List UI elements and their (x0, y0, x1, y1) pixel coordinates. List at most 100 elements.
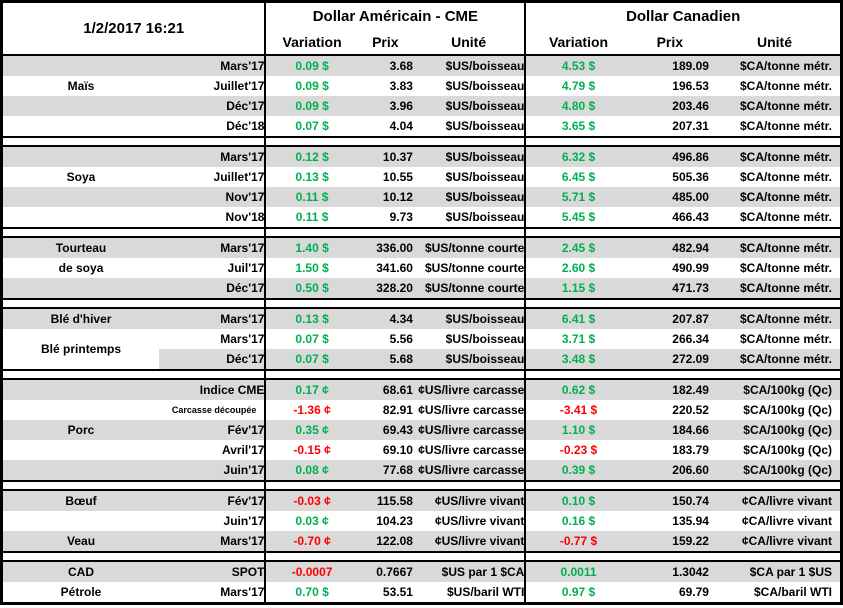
ca-price-cell: 150.74 (630, 490, 709, 511)
ca-price-cell: 206.60 (630, 460, 709, 481)
ca-price-cell: 485.00 (630, 187, 709, 207)
section-separator (1, 480, 842, 491)
quote-row: Juin'17 0.08 ¢ 77.68 ¢US/livre carcasse 0.39… (1, 460, 842, 481)
commodity-label-cell (1, 207, 160, 228)
quote-row: Maïs Juillet'17 0.09 $3.83 $US/boisseau 4.79… (1, 76, 842, 96)
us-price-cell: 69.10 (357, 440, 413, 460)
us-price-cell: 77.68 (357, 460, 413, 481)
ca-unit-cell: $CA/tonne métr. (708, 116, 842, 137)
commodity-label-cell (1, 400, 160, 420)
ca-variation-column-header: Variation (524, 29, 631, 56)
ca-unit-cell: $CA/100kg (Qc) (708, 460, 842, 481)
us-variation-cell: 0.09 $ (264, 96, 358, 116)
us-variation-cell: 0.08 ¢ (264, 460, 358, 481)
ca-unit-cell: $CA/tonne métr. (708, 329, 842, 349)
us-price-cell: 53.51 (357, 582, 413, 604)
contract-month-cell: Mars'17 (159, 146, 266, 167)
ca-price-cell: 482.94 (630, 237, 709, 258)
ca-price-cell: 220.52 (630, 400, 709, 420)
quote-row: Indice CME 0.17 ¢ 68.61 ¢US/livre carcasse 0… (1, 379, 842, 400)
quote-row: Blé d'hiver Mars'17 0.13 $4.34 $US/boisseau… (1, 308, 842, 329)
us-variation-cell: 0.35 ¢ (264, 420, 358, 440)
us-price-cell: 341.60 (357, 258, 413, 278)
separator-cell (524, 480, 842, 491)
us-unit-cell: $US/tonne courte (412, 258, 526, 278)
ca-price-cell: 196.53 (630, 76, 709, 96)
ca-price-cell: 69.79 (630, 582, 709, 604)
ca-unit-cell: $CA/tonne métr. (708, 349, 842, 370)
us-variation-cell: -0.0007 (264, 561, 358, 582)
commodity-label-cell (1, 116, 160, 137)
ca-unit-cell: ¢CA/livre vivant (708, 531, 842, 552)
quote-row: CAD SPOT -0.0007 0.7667 $US par 1 $CA 0.0011 1… (1, 561, 842, 582)
ca-unit-cell: $CA/100kg (Qc) (708, 440, 842, 460)
commodity-label-cell (1, 278, 160, 299)
ca-unit-cell: $CA/tonne métr. (708, 76, 842, 96)
us-unit-cell: ¢US/livre vivant (412, 531, 526, 552)
us-variation-cell: 0.09 $ (264, 55, 358, 76)
us-unit-cell: ¢US/livre vivant (412, 490, 526, 511)
commodity-label-cell (1, 460, 160, 481)
ca-variation-cell: 3.48 $ (524, 349, 631, 370)
ca-unit-cell: $CA/tonne métr. (708, 55, 842, 76)
contract-month-cell: Mars'17 (159, 582, 266, 604)
ca-price-cell: 207.87 (630, 308, 709, 329)
quote-row: Mars'17 0.09 $3.68 $US/boisseau 4.53 $189.0… (1, 55, 842, 76)
us-variation-cell: 0.07 $ (264, 116, 358, 137)
ca-price-cell: 135.94 (630, 511, 709, 531)
us-variation-cell: 1.50 $ (264, 258, 358, 278)
ca-unit-cell: $CA/tonne métr. (708, 308, 842, 329)
us-variation-cell: 0.09 $ (264, 76, 358, 96)
us-variation-cell: 0.11 $ (264, 207, 358, 228)
separator-cell (264, 298, 526, 309)
us-price-cell: 4.34 (357, 308, 413, 329)
commodity-label-cell (1, 146, 160, 167)
section-separator (1, 369, 842, 380)
contract-month-cell: Déc'17 (159, 349, 266, 370)
ca-unit-cell: $CA/tonne métr. (708, 146, 842, 167)
ca-price-cell: 207.31 (630, 116, 709, 137)
ca-unit-cell: $CA/tonne métr. (708, 278, 842, 299)
contract-month-cell: Juin'17 (159, 511, 266, 531)
ca-unit-cell: $CA/tonne métr. (708, 237, 842, 258)
separator-cell (1, 551, 266, 562)
contract-month-cell: Avril'17 (159, 440, 266, 460)
commodity-label-cell (1, 511, 160, 531)
ca-variation-cell: 2.45 $ (524, 237, 631, 258)
contract-month-cell: Nov'17 (159, 187, 266, 207)
contract-month-cell: Juin'17 (159, 460, 266, 481)
contract-month-cell: Juillet'17 (159, 167, 266, 187)
ca-variation-cell: 1.10 $ (524, 420, 631, 440)
section-separator (1, 551, 842, 562)
ca-variation-cell: 4.80 $ (524, 96, 631, 116)
contract-month-cell: Juillet'17 (159, 76, 266, 96)
us-variation-cell: 0.50 $ (264, 278, 358, 299)
ca-unit-cell: $CA/tonne métr. (708, 187, 842, 207)
us-price-cell: 336.00 (357, 237, 413, 258)
us-variation-cell: 0.03 ¢ (264, 511, 358, 531)
quote-rows: Mars'17 0.09 $3.68 $US/boisseau 4.53 $189.0… (1, 55, 842, 604)
ca-price-cell: 183.79 (630, 440, 709, 460)
us-variation-cell: 0.17 ¢ (264, 379, 358, 400)
us-variation-cell: 0.07 $ (264, 349, 358, 370)
contract-month-cell: Mars'17 (159, 308, 266, 329)
ca-variation-cell: 2.60 $ (524, 258, 631, 278)
ca-price-cell: 266.34 (630, 329, 709, 349)
separator-cell (524, 551, 842, 562)
us-price-cell: 5.68 (357, 349, 413, 370)
quote-row: Déc'18 0.07 $4.04 $US/boisseau 3.65 $207.31… (1, 116, 842, 137)
section-separator (1, 298, 842, 309)
quote-row: Blé printemps Mars'17 0.07 $5.56 $US/boisse… (1, 329, 842, 370)
us-unit-cell: ¢US/livre carcasse (412, 440, 526, 460)
us-variation-cell: -1.36 ¢ (264, 400, 358, 420)
us-price-cell: 3.83 (357, 76, 413, 96)
ca-unit-cell: $CA/baril WTI (708, 582, 842, 604)
separator-cell (524, 298, 842, 309)
us-variation-cell: 0.13 $ (264, 167, 358, 187)
us-variation-column-header: Variation (264, 29, 358, 56)
ca-unit-cell: $CA/tonne métr. (708, 207, 842, 228)
us-unit-cell: $US/boisseau (412, 55, 526, 76)
ca-variation-cell: 3.65 $ (524, 116, 631, 137)
quote-row: Juin'17 0.03 ¢ 104.23 ¢US/livre vivant 0.16 … (1, 511, 842, 531)
